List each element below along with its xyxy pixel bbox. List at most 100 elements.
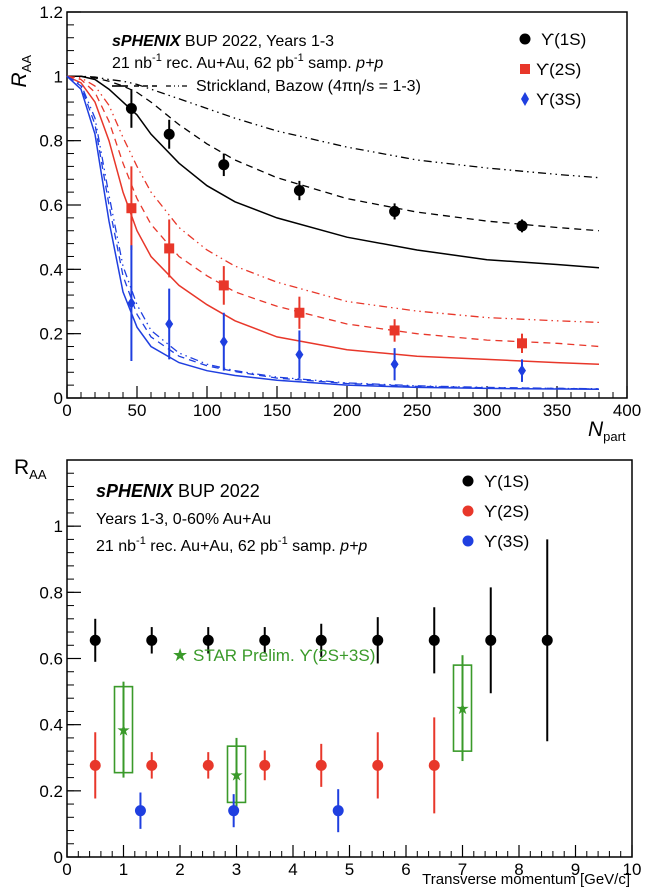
top-legend-marker-2s [520,64,530,74]
bottom-axes: 0 1 2 3 4 5 6 7 8 9 10 0 0.2 0.4 0.6 0.8 1 [39,459,641,879]
top-theory-curves [66,75,600,391]
top-xlabel: Npart [588,418,626,444]
bottom-legend-label-1s: ϒ(1S) [484,472,529,491]
data-point-ups2s [294,307,305,318]
top-legend-marker-1s [519,33,531,45]
data-point-ups2s [164,243,175,254]
top-annotation-line2: 21 nb-1 rec. Au+Au, 62 pb-1 samp. p+p [112,52,383,72]
top-legend-label-2s: ϒ(2S) [536,60,581,79]
bottom-legend-star-label: STAR Prelim. ϒ(2S+3S) [193,646,375,665]
y-tick-label: 1 [54,517,63,536]
y-tick-label: 0 [54,389,63,408]
bottom-annotation-line2: Years 1-3, 0-60% Au+Au [96,511,271,528]
x-tick-label: 350 [543,401,571,420]
data-point-ups1s [315,634,327,646]
data-point-ups3s [165,318,174,331]
data-point-ups1s [218,159,230,171]
x-tick-label: 4 [288,860,297,879]
data-point-ups3s [134,805,146,817]
data-point-ups1s [89,634,101,646]
bottom-annotation-line1: sPHENIX BUP 2022 [96,481,260,501]
theory-curve-ups2s-dashdot [66,75,600,324]
theory-curve-ups1s-solid [67,75,600,269]
x-tick-label: 200 [333,401,361,420]
y-tick-label: 0.8 [39,132,63,151]
data-point-ups1s [202,634,214,646]
theory-curve-ups3s-dashed [66,75,600,390]
bottom-data-points [89,539,553,833]
bottom-legend-label-2s: ϒ(2S) [484,502,529,521]
top-legend-theory: Strickland, Bazow (4πη/s = 1-3) [112,78,421,95]
star-point: ★ [455,701,469,718]
theory-curve-ups3s-dashdot [66,75,600,390]
theory-curve-ups1s-dashdot [67,75,600,179]
theory-curve-ups2s-dashed [66,75,600,348]
y-tick-label: 0.4 [39,260,63,279]
data-point-ups1s [163,128,175,140]
y-tick-label: 0.2 [39,325,63,344]
x-tick-label: 250 [403,401,431,420]
top-panel: 0 50 100 150 200 250 300 350 400 0 0.2 0.4 0.6 0.8 1 1.… [8,3,641,444]
data-point-ups1s [516,220,528,232]
x-tick-label: 400 [613,401,641,420]
theory-curve-ups3s-solid [66,75,600,391]
data-point-ups1s [485,634,497,646]
x-tick-label: 1 [119,860,128,879]
data-point-ups1s [428,634,440,646]
y-tick-label: 1.2 [39,3,63,22]
x-tick-label: 7 [458,860,467,879]
top-legend-label-1s: ϒ(1S) [541,30,586,49]
y-tick-label: 0.8 [39,583,63,602]
x-tick-label: 300 [473,401,501,420]
x-tick-label: 150 [263,401,291,420]
data-point-ups2s [315,759,327,771]
x-tick-label: 0 [62,860,71,879]
top-legend-marker-3s [521,92,529,106]
star-point: ★ [229,767,243,784]
theory-curve-ups1s-dashed [67,75,600,232]
data-point-ups1s [372,634,384,646]
data-point-ups2s [389,325,400,336]
data-point-ups3s [332,805,344,817]
bottom-star-points: ★ ★ ★ [113,655,473,811]
bottom-panel: 0 1 2 3 4 5 6 7 8 9 10 0 0.2 0.4 0.6 0.8 1 ★ ★ ★ RAA Trans… [14,456,641,888]
x-tick-label: 0 [62,401,71,420]
data-point-ups1s [389,205,401,217]
x-tick-label: 5 [345,860,354,879]
x-tick-label: 3 [232,860,241,879]
bottom-legend-marker-1s [462,475,474,487]
y-tick-label: 0.6 [39,650,63,669]
data-point-ups3s [295,348,304,361]
bottom-legend-marker-2s [462,505,474,517]
y-tick-label: 0 [54,848,63,867]
data-point-ups2s [218,280,229,291]
top-legend-theory-label: Strickland, Bazow (4πη/s = 1-3) [196,78,421,95]
data-point-ups2s [428,759,440,771]
theory-curve-ups2s-solid [66,75,600,365]
bottom-ylabel: RAA [14,456,47,482]
data-point-ups2s [126,203,137,214]
x-tick-label: 9 [571,860,580,879]
top-ylabel: RAA [8,55,34,88]
data-point-ups3s [228,805,240,817]
data-point-ups2s [517,338,527,349]
y-tick-label: 0.6 [39,196,63,215]
x-tick-label: 50 [128,401,147,420]
top-axes: 0 50 100 150 200 250 300 350 400 0 0.2 0.4 0.6 0.8 1 1.… [39,3,641,420]
data-point-ups3s [518,364,526,377]
x-tick-label: 8 [514,860,523,879]
bottom-legend-marker-3s [462,535,474,547]
data-point-ups2s [146,759,158,771]
x-tick-label: 6 [401,860,410,879]
data-point-ups3s [127,297,136,310]
bottom-annotation-line3: 21 nb-1 rec. Au+Au, 62 pb-1 samp. p+p [96,535,367,555]
y-tick-label: 0.4 [39,716,63,735]
top-legend: ϒ(1S) ϒ(2S) ϒ(3S) [519,30,586,109]
data-point-ups2s [372,759,384,771]
top-legend-label-3s: ϒ(3S) [536,90,581,109]
data-point-ups1s [541,634,553,646]
data-point-ups3s [390,358,399,371]
y-tick-label: 1 [54,67,63,86]
bottom-xlabel: Transverse momentum [GeV/c] [422,871,630,888]
data-point-ups1s [125,103,137,114]
